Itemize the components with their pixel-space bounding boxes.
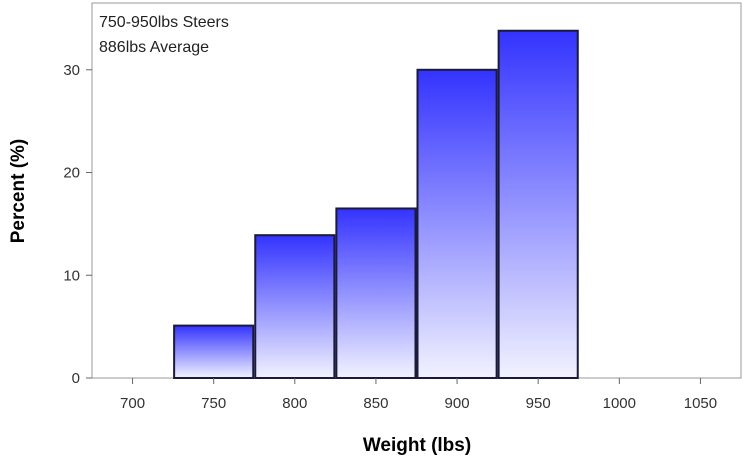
y-tick-label: 20 xyxy=(63,165,80,182)
bars xyxy=(173,29,579,380)
x-tick-label: 1000 xyxy=(603,395,636,412)
x-axis-ticks: 700 750 800 850 900 950 1000 1050 xyxy=(120,378,717,412)
inset-line-1: 750-950lbs Steers xyxy=(99,14,229,31)
histogram-bar-950 xyxy=(497,29,579,380)
x-tick-label: 750 xyxy=(201,395,226,412)
y-tick-label: 10 xyxy=(63,267,80,284)
x-tick-label: 950 xyxy=(526,395,551,412)
x-axis-title: Weight (lbs) xyxy=(363,435,471,456)
x-tick-label: 900 xyxy=(445,395,470,412)
histogram-bar-800 xyxy=(254,234,336,379)
histogram-bar-750 xyxy=(173,324,255,380)
y-axis-title: Percent (%) xyxy=(8,139,29,244)
x-tick-label: 850 xyxy=(363,395,388,412)
x-tick-label: 1050 xyxy=(684,395,717,412)
histogram-bar-900 xyxy=(416,68,498,379)
y-tick-label: 0 xyxy=(72,370,80,387)
y-axis-ticks: 0 10 20 30 xyxy=(63,62,92,387)
x-tick-label: 800 xyxy=(282,395,307,412)
x-tick-label: 700 xyxy=(120,395,145,412)
inset-line-2: 886lbs Average xyxy=(99,39,209,56)
histogram-bar-850 xyxy=(335,207,417,379)
y-tick-label: 30 xyxy=(63,62,80,79)
inset-legend: 750-950lbs Steers 886lbs Average xyxy=(99,14,229,56)
